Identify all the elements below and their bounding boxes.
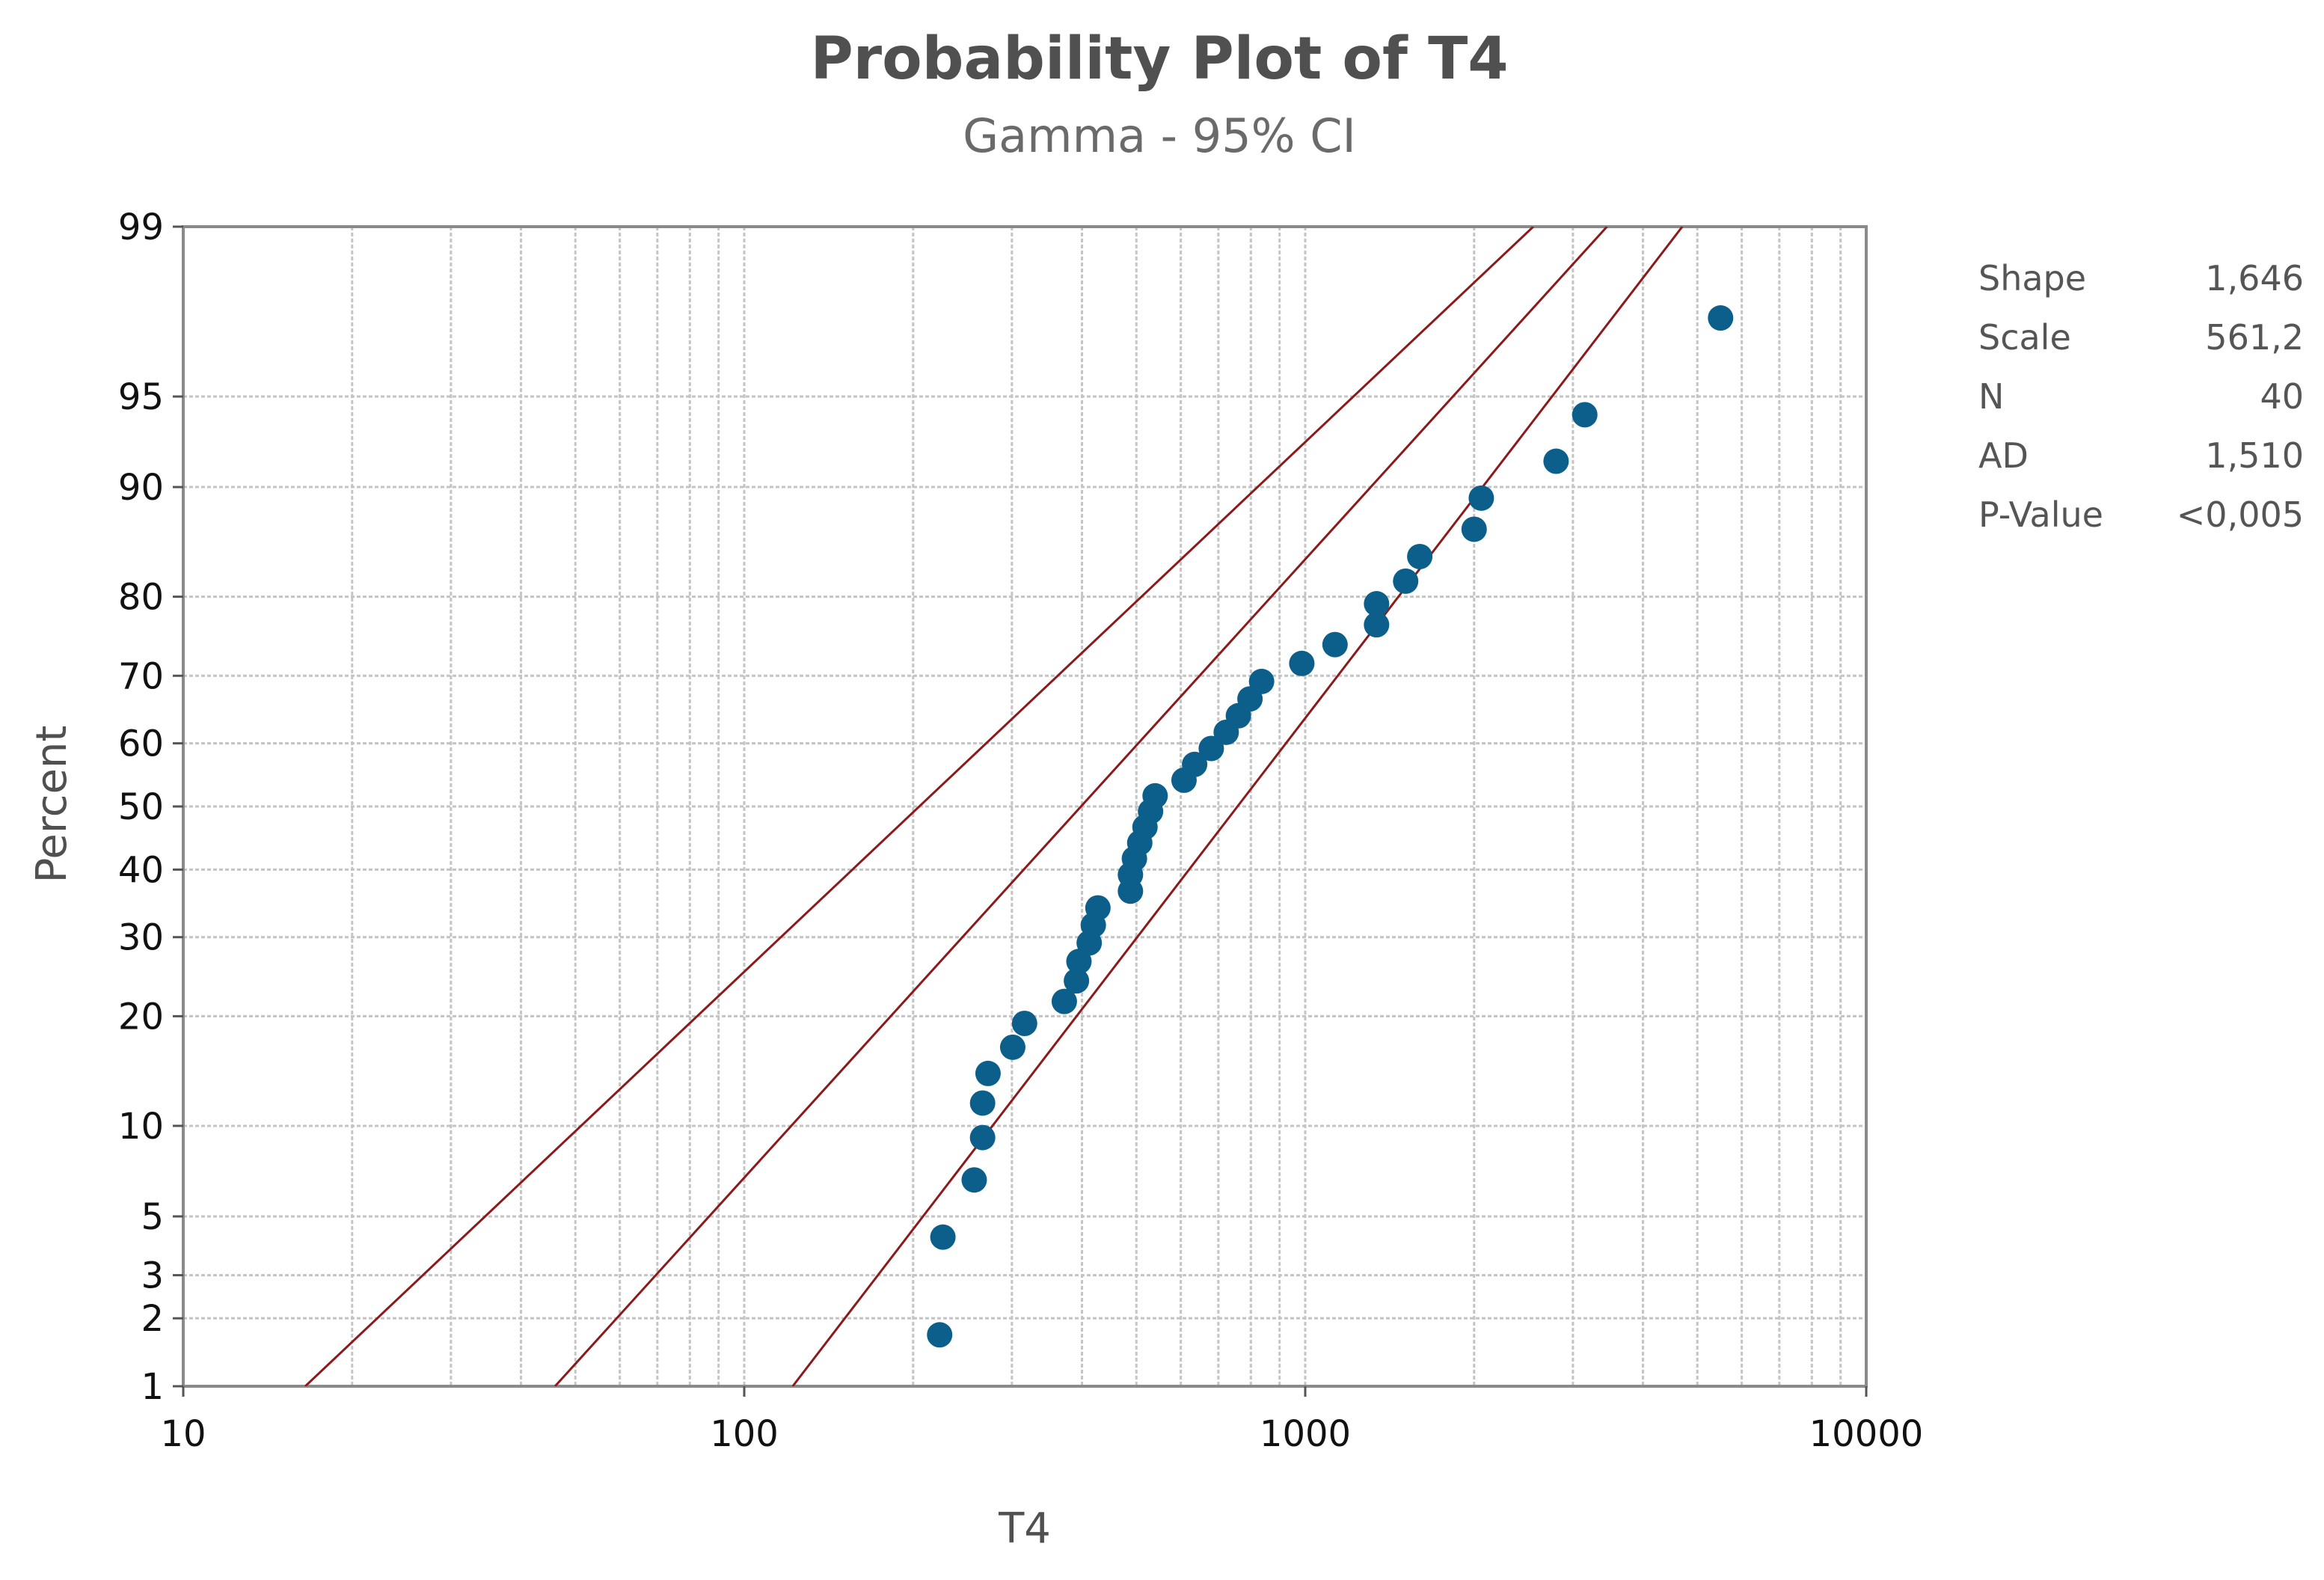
y-tick-label: 10 [118,1106,164,1148]
stat-value: 1,646 [2205,258,2304,298]
data-point [961,1167,987,1193]
data-point [930,1224,956,1250]
gridlines [183,227,1866,1386]
upper-ci-line [304,227,1534,1386]
stats-table: Shape 1,646 Scale 561,2 N 40 AD 1,510 P-Value <0,… [1978,258,2304,535]
stat-value: 561,2 [2205,317,2304,358]
y-tick-label: 2 [141,1298,164,1340]
data-point [1708,305,1734,331]
data-point [969,1124,996,1151]
y-tick-label: 1 [141,1366,164,1408]
data-point [1085,895,1111,921]
y-tick-label: 5 [141,1196,164,1238]
data-point [1011,1011,1037,1037]
x-tick-label: 100 [710,1413,779,1455]
data-point [1142,783,1168,809]
y-axis-label: Percent [28,726,76,884]
y-tick-label: 20 [118,996,164,1038]
data-point [969,1090,996,1116]
y-tick-labels: 1 23 5 10 20 30 40 50 60 70 80 90 95 99 [118,206,183,1408]
y-tick-label: 99 [118,206,164,248]
data-point [1407,543,1433,569]
stat-label: P-Value [1978,494,2103,535]
stat-value: 1,510 [2205,435,2304,476]
data-point [927,1322,953,1348]
data-point [1364,612,1390,638]
data-point [1572,402,1598,428]
stat-value: 40 [2260,376,2304,417]
data-point [1393,568,1419,594]
y-tick-label: 3 [141,1255,164,1297]
stat-label: N [1978,376,2004,417]
y-tick-label: 95 [118,376,164,418]
data-point [975,1060,1001,1086]
stat-label: Shape [1978,258,2086,298]
y-tick-label: 30 [118,917,164,959]
x-tick-label: 10 [160,1413,206,1455]
x-tick-label: 1000 [1260,1413,1351,1455]
data-point [1064,968,1090,994]
y-tick-label: 70 [118,655,164,697]
data-point [1248,668,1275,694]
fit-line [554,227,1608,1386]
data-point [1198,735,1224,762]
chart-subtitle: Gamma - 95% CI [963,108,1356,163]
data-point [1543,448,1569,474]
data-point [1322,631,1348,658]
y-tick-label: 90 [118,467,164,509]
data-points [927,305,1734,1348]
y-tick-label: 50 [118,786,164,828]
stat-label: AD [1978,435,2029,476]
data-point [999,1034,1025,1060]
data-point [1468,485,1494,511]
y-tick-label: 40 [118,849,164,891]
stat-label: Scale [1978,317,2071,358]
data-point [1051,988,1077,1014]
chart-title: Probability Plot of T4 [810,25,1508,93]
data-point [1364,591,1390,617]
data-point [1461,516,1487,542]
data-point [1289,650,1315,676]
stat-value: <0,005 [2177,494,2304,535]
fit-lines [304,227,1684,1386]
lower-ci-line [791,227,1684,1386]
data-point [1066,949,1092,975]
x-tick-labels: 10 100 1000 10000 [160,1386,1923,1455]
y-tick-label: 80 [118,577,164,619]
x-axis-label: T4 [998,1504,1051,1553]
x-tick-label: 10000 [1809,1413,1924,1455]
data-point [1182,751,1208,777]
y-tick-label: 60 [118,723,164,765]
